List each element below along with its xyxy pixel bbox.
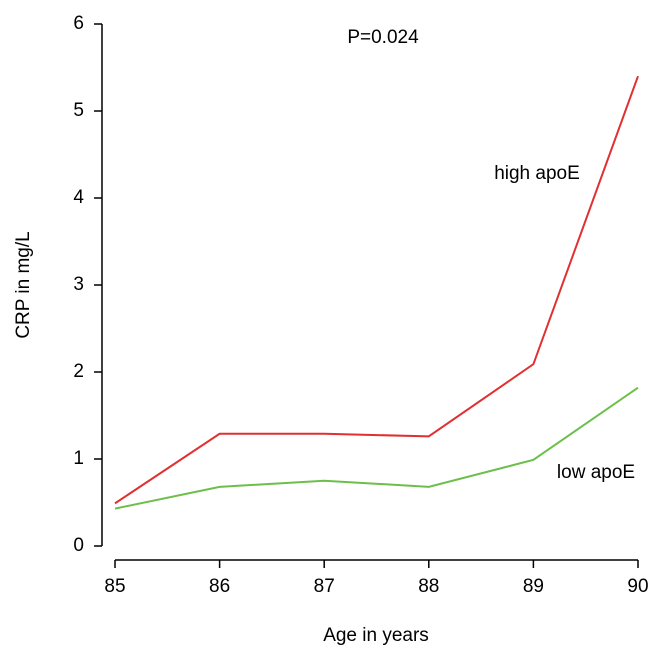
y-tick-label: 3 <box>73 274 84 295</box>
x-tick-label: 85 <box>104 576 125 597</box>
series-label: high apoE <box>494 163 580 184</box>
y-tick-label: 0 <box>73 535 84 556</box>
x-axis-label: Age in years <box>323 625 429 646</box>
x-tick-label: 86 <box>209 576 230 597</box>
series-line <box>114 386 639 510</box>
y-tick-label: 4 <box>73 187 84 208</box>
x-tick-label: 89 <box>523 576 544 597</box>
y-axis-label: CRP in mg/L <box>13 231 34 338</box>
series-label: low apoE <box>557 462 635 483</box>
series-line <box>114 75 639 505</box>
x-tick-label: 87 <box>314 576 335 597</box>
y-tick-label: 1 <box>73 448 84 469</box>
y-tick-label: 5 <box>73 100 84 121</box>
y-tick-label: 2 <box>73 361 84 382</box>
x-tick-label: 88 <box>418 576 439 597</box>
x-tick-label: 90 <box>627 576 648 597</box>
y-tick-label: 6 <box>73 13 84 34</box>
annotation: P=0.024 <box>347 27 419 48</box>
